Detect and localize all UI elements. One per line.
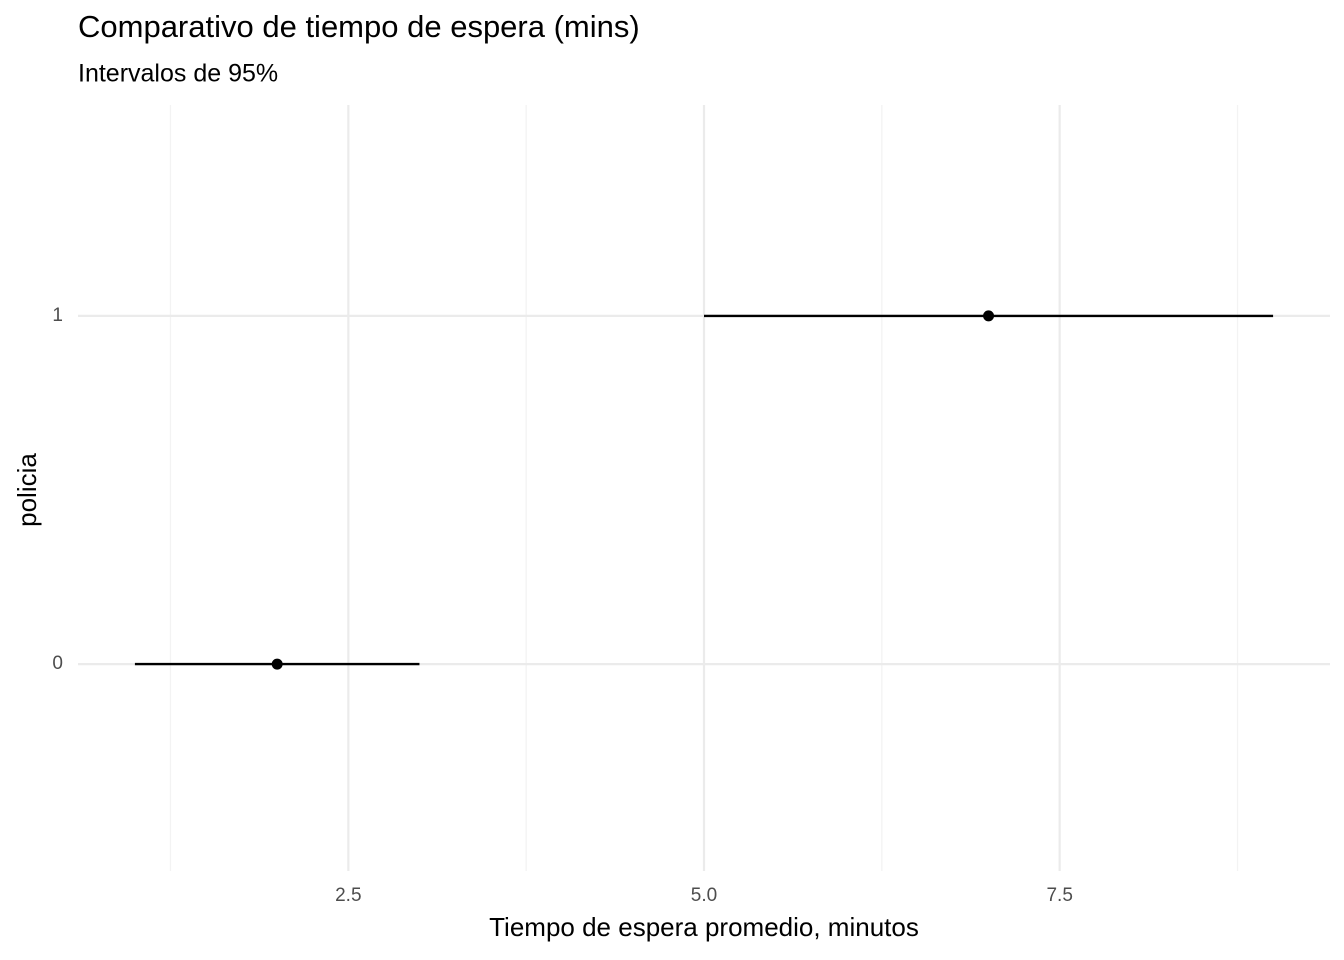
y-axis-title: policia [12,453,42,527]
y-tick-label: 1 [52,305,63,326]
y-tick-label: 0 [52,653,63,674]
chart-subtitle: Intervalos de 95% [78,60,278,88]
x-tick-label: 7.5 [1046,885,1072,906]
x-tick-label: 5.0 [691,885,717,906]
point [983,310,995,322]
chart-title: Comparativo de tiempo de espera (mins) [78,9,640,44]
point [271,658,283,670]
x-axis-title: Tiempo de espera promedio, minutos [489,912,919,942]
x-tick-label: 2.5 [335,885,361,906]
